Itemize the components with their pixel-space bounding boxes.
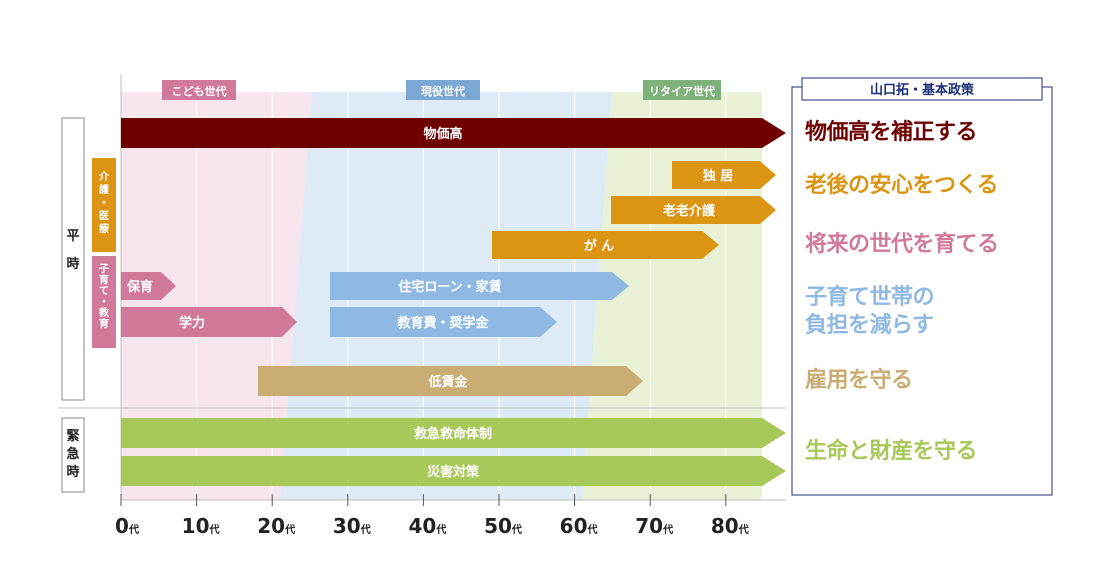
bar-living-alone-label: 独 居 (703, 168, 734, 184)
bar-emergency-medical-label: 救急救命体制 (414, 426, 492, 442)
policy-item-elderly: 老後の安心をつくる (805, 171, 999, 201)
policy-item-elderly-line: 老後の安心をつくる (805, 173, 999, 198)
childcare-section-label: 子育て・教育 (98, 263, 110, 330)
policy-item-employment-line: 雇用を守る (805, 368, 913, 393)
policy-item-price: 物価高を補正する (805, 118, 978, 148)
emergency-section-label: 緊急時 (66, 428, 79, 480)
x-tick-label-40: 40代 (408, 514, 446, 538)
bar-nursery-label: 保育 (126, 279, 153, 295)
era-label-working-text: 現役世代 (421, 84, 465, 98)
x-tick-label-20: 20代 (257, 514, 295, 538)
bar-price: 物価高 (121, 118, 786, 148)
child-era-region (121, 92, 312, 500)
x-tick-label-0: 0代 (115, 514, 139, 538)
x-axis-tick-labels: 0代 10代 20代 30代 40代 50代 60代 70代 80代 (115, 494, 749, 538)
policy-title-box (801, 77, 1043, 101)
bar-education-cost: 教育費・奨学金 (330, 307, 557, 337)
x-tick-label-80: 80代 (711, 514, 749, 538)
bar-academic-label: 学力 (179, 315, 205, 331)
policy-item-childcare: 子育て世帯の 負担を減らす (805, 284, 935, 340)
issue-bars: 物価高 独 居 老老介護 が ん 保育 学力 (121, 118, 786, 486)
bar-low-wage: 低賃金 (258, 366, 643, 396)
bar-price-label: 物価高 (423, 126, 462, 142)
childcare-section-box (92, 256, 116, 348)
x-tick-label-50: 50代 (484, 514, 522, 538)
x-tick-label-60: 60代 (560, 514, 598, 538)
policy-item-safety-line: 生命と財産を守る (805, 439, 978, 464)
policy-item-childcare-line-1: 子育て世帯の (805, 285, 935, 310)
bar-disaster-label: 災害対策 (427, 464, 480, 480)
policy-title: 山口拓・基本政策 (870, 82, 975, 98)
bar-living-alone: 独 居 (672, 161, 776, 189)
era-label-child-text: こども世代 (172, 84, 227, 98)
emergency-section-box (61, 417, 85, 493)
policy-item-future: 将来の世代を育てる (805, 230, 999, 260)
normal-section-box (61, 117, 85, 401)
bar-academic: 学力 (121, 307, 297, 337)
bar-cancer-label: が ん (584, 238, 615, 254)
bar-housing-label: 住宅ローン・家賃 (398, 279, 501, 295)
x-tick-label-70: 70代 (635, 514, 673, 538)
era-label-retire-text: リタイア世代 (649, 84, 715, 98)
policy-box (791, 86, 1053, 496)
bar-low-wage-label: 低賃金 (427, 374, 468, 390)
policy-item-price-line: 物価高を補正する (805, 120, 978, 145)
bar-elderly-care-label: 老老介護 (662, 203, 716, 219)
care-section-label: 介護・医療 (98, 170, 110, 235)
era-label-working: 現役世代 (406, 80, 480, 100)
bar-housing: 住宅ローン・家賃 (330, 272, 629, 300)
x-tick-label-10: 10代 (182, 514, 220, 538)
bar-nursery: 保育 (121, 272, 176, 300)
bar-education-cost-label: 教育費・奨学金 (396, 315, 489, 331)
care-section-box (92, 158, 116, 252)
policy-item-childcare-line-2: 負担を減らす (805, 313, 934, 338)
bar-emergency-medical: 救急救命体制 (121, 418, 786, 448)
bar-cancer: が ん (492, 231, 719, 259)
era-label-retire: リタイア世代 (643, 80, 721, 100)
policy-item-employment: 雇用を守る (805, 366, 913, 396)
policy-item-future-line: 将来の世代を育てる (805, 232, 999, 257)
normal-section-label: 平時 (66, 229, 79, 272)
era-label-child: こども世代 (162, 80, 236, 100)
bar-elderly-care: 老老介護 (611, 196, 776, 224)
policy-item-safety: 生命と財産を守る (805, 437, 978, 467)
bar-disaster: 災害対策 (121, 456, 786, 486)
retire-era-region (582, 92, 762, 500)
x-tick-label-30: 30代 (333, 514, 371, 538)
